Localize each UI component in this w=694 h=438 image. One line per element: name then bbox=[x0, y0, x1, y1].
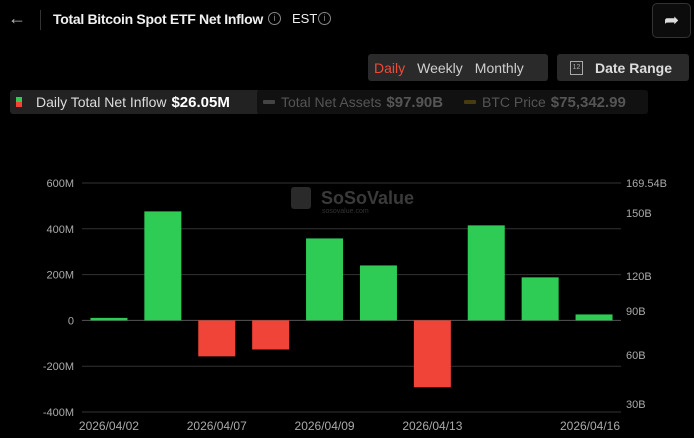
bar-2026/04/16 bbox=[575, 314, 613, 321]
tab-daily[interactable]: Daily bbox=[374, 59, 406, 76]
bar-2026/04/13 bbox=[413, 320, 451, 388]
legend-daily-inflow[interactable]: Daily Total Net Inflow $26.05M bbox=[10, 90, 260, 114]
info-icon[interactable]: i bbox=[268, 12, 281, 25]
y2-tick-label: 90B bbox=[626, 306, 646, 318]
legend-label: BTC Price bbox=[482, 94, 546, 110]
legend-label: Total Net Assets bbox=[281, 94, 382, 110]
share-icon: ➦ bbox=[663, 10, 680, 30]
watermark-url: sosovalue.com bbox=[322, 208, 369, 215]
legend-btc-price[interactable]: BTC Price $75,342.99 bbox=[458, 90, 648, 114]
bar-2026/04/10 bbox=[359, 265, 397, 321]
bar-2026/04/06 bbox=[144, 211, 182, 321]
legend-swatch bbox=[16, 97, 22, 107]
y-tick-label: 600M bbox=[46, 178, 74, 190]
share-button[interactable]: ➦ bbox=[652, 3, 691, 38]
y2-tick-label: 60B bbox=[626, 350, 646, 362]
timezone-label: EST bbox=[292, 11, 318, 26]
y-tick-label: 400M bbox=[46, 224, 74, 236]
divider bbox=[40, 10, 41, 30]
legend-swatch bbox=[263, 100, 275, 104]
watermark-name: SoSoValue bbox=[321, 188, 414, 208]
legend-value: $26.05M bbox=[171, 93, 230, 111]
x-tick-label: 2026/04/16 bbox=[560, 419, 620, 433]
y-tick-label: -200M bbox=[43, 361, 74, 373]
tab-weekly[interactable]: Weekly bbox=[417, 59, 463, 76]
back-icon[interactable]: ← bbox=[8, 8, 26, 28]
x-tick-label: 2026/04/13 bbox=[402, 419, 462, 433]
x-tick-label: 2026/04/07 bbox=[187, 419, 247, 433]
y2-tick-label: 169.54B bbox=[626, 178, 667, 190]
legend-label: Daily Total Net Inflow bbox=[36, 94, 167, 110]
y2-tick-label: 150B bbox=[626, 208, 652, 220]
tab-monthly[interactable]: Monthly bbox=[474, 59, 524, 76]
bar-2026/04/07 bbox=[198, 320, 236, 357]
y2-tick-label: 30B bbox=[626, 399, 646, 411]
bar-2026/04/09 bbox=[306, 238, 344, 321]
calendar-icon: 12 bbox=[570, 60, 583, 75]
legend-value: $75,342.99 bbox=[550, 93, 626, 111]
legend-total-net-assets[interactable]: Total Net Assets $97.90B bbox=[257, 90, 465, 114]
timezone-info-icon[interactable]: i bbox=[318, 12, 331, 25]
legend-value: $97.90B bbox=[386, 93, 444, 111]
legend-swatch bbox=[464, 100, 476, 104]
watermark: SoSoValue sosovalue.com bbox=[291, 187, 414, 215]
y-tick-label: -400M bbox=[43, 407, 74, 419]
page-title: Total Bitcoin Spot ETF Net Inflow bbox=[53, 11, 263, 27]
x-tick-label: 2026/04/09 bbox=[295, 419, 355, 433]
date-range-label: Date Range bbox=[595, 59, 673, 76]
bar-2026/04/14 bbox=[467, 225, 505, 321]
date-range-button[interactable]: 12 Date Range bbox=[557, 54, 689, 81]
bar-2026/04/15 bbox=[521, 277, 559, 321]
period-toggle: Daily Weekly Monthly bbox=[368, 54, 548, 81]
bar-2026/04/08 bbox=[252, 320, 290, 350]
bar-chart: SoSoValue sosovalue.com 600M 400M 200M 0 -20… bbox=[43, 178, 667, 433]
bar-2026/04/02 bbox=[90, 317, 128, 321]
y2-tick-label: 120B bbox=[626, 271, 652, 283]
x-tick-label: 2026/04/02 bbox=[79, 419, 139, 433]
y-tick-label: 200M bbox=[46, 270, 74, 282]
y-tick-label: 0 bbox=[68, 315, 74, 327]
